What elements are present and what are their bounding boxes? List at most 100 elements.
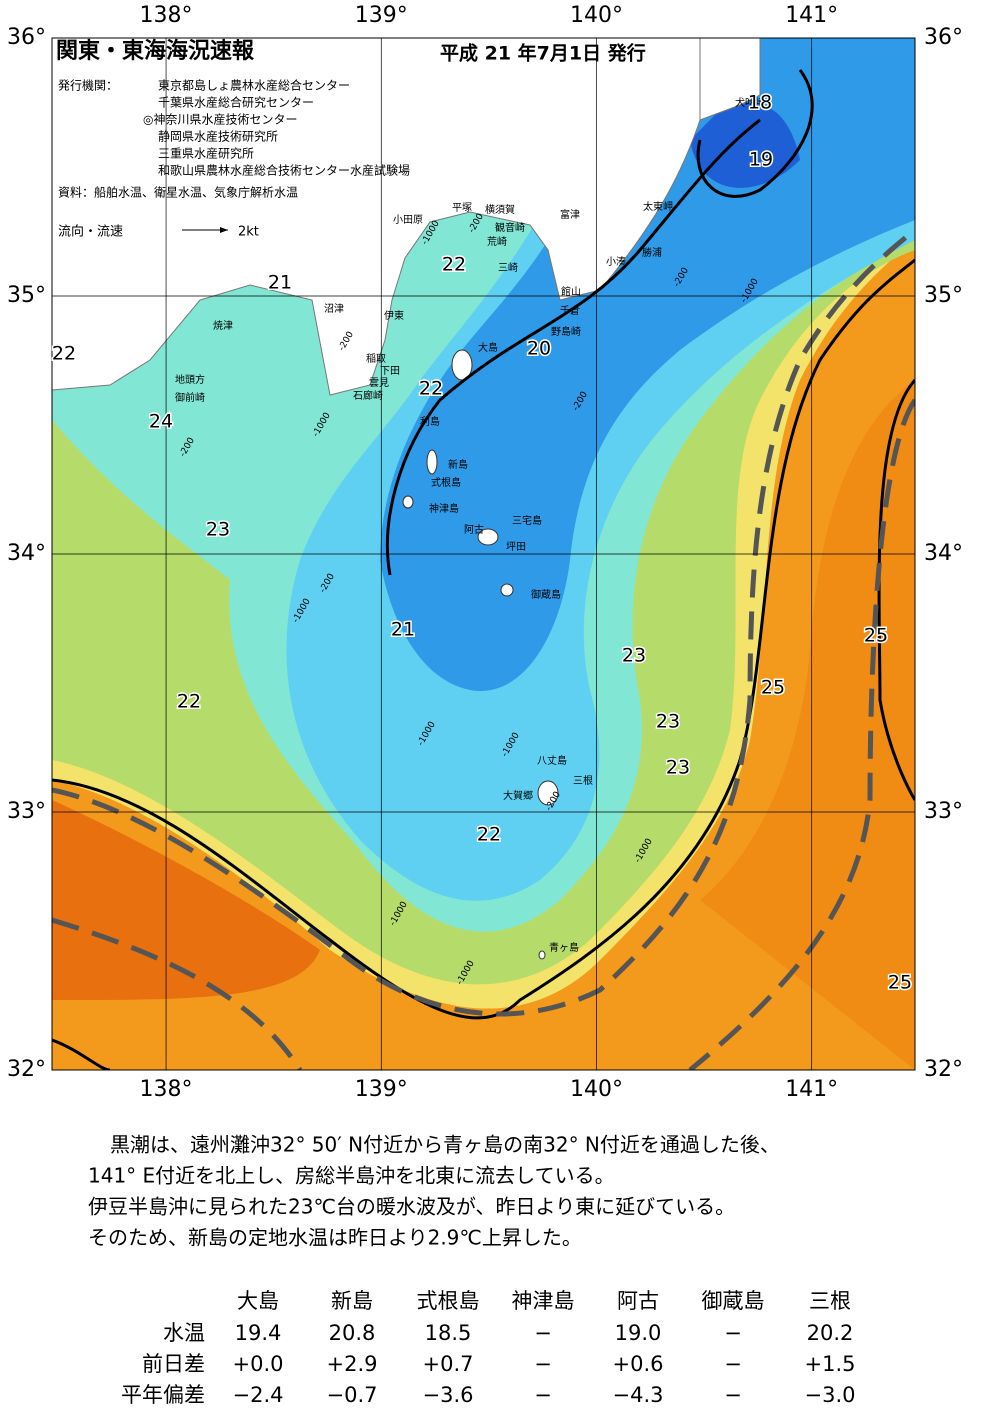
isotherm [696, 69, 814, 198]
isotherm-label: 23 [666, 757, 690, 779]
isotherm [386, 118, 761, 576]
table-cell: 18.5 [425, 1321, 472, 1345]
issuer: 東京都島しょ農林水産総合センター [158, 78, 350, 93]
isotherm-label: 22 [442, 254, 466, 276]
issuer: 和歌山県農林水産総合技術センター水産試験場 [158, 163, 410, 178]
place-name: 荒崎 [487, 235, 507, 248]
lon-label: 140° [570, 3, 623, 28]
isotherm-label: 21 [268, 272, 292, 294]
place-name: 大賀郷 [503, 789, 533, 802]
table-cell: − [724, 1383, 742, 1407]
table-cell: +0.6 [613, 1352, 664, 1376]
table-cell: − [534, 1352, 552, 1376]
isotherm-label: 22 [477, 824, 501, 846]
title: 関東・東海海況速報 [56, 38, 255, 64]
place-name: 雲見 [369, 377, 389, 389]
place-name: 坪田 [506, 540, 526, 553]
isotherm [52, 1038, 111, 1070]
isotherm-label: 24 [149, 411, 173, 433]
land [699, 38, 761, 121]
bulletin-line: 黒潮は、遠州灘沖32° 50′ N付近から青ヶ島の南32° N付近を通過した後、 [110, 1133, 780, 1157]
table-cell: − [724, 1352, 742, 1376]
legend-label: 流向・流速 [58, 224, 123, 240]
warm-zone [700, 380, 915, 1070]
issuer: 千葉県水産総合研究センター [158, 95, 314, 110]
island [477, 528, 499, 546]
isotherm-label: 23 [206, 519, 230, 541]
table-cell: −0.7 [327, 1383, 378, 1407]
isotherm-label: 25 [864, 625, 888, 647]
place-name: 千倉 [560, 304, 580, 317]
issuer: ◎神奈川県水産技術センター [143, 112, 297, 127]
bulletin-line: そのため、新島の定地水温は昨日より2.9℃上昇した。 [88, 1226, 582, 1250]
temp-19-zone [380, 38, 915, 692]
place-name: 野島崎 [551, 325, 581, 338]
table-cell: − [534, 1383, 552, 1407]
warm-core [52, 800, 320, 1000]
lon-label: 140° [570, 1077, 623, 1102]
temp-18-zone [690, 102, 800, 188]
place-name: 勝浦 [642, 246, 662, 259]
lat-label: 35° [924, 283, 963, 308]
island [538, 950, 546, 960]
place-name: 青ヶ島 [549, 941, 579, 954]
place-name: 三崎 [498, 261, 518, 274]
table-cell: +2.9 [327, 1352, 378, 1376]
table-cell: − [724, 1321, 742, 1345]
place-name: 利島 [420, 415, 440, 428]
place-name: 横須賀 [485, 203, 515, 216]
place-name: 大島 [478, 341, 498, 354]
table-header: 式根島 [417, 1289, 480, 1313]
lon-label: 138° [140, 1077, 193, 1102]
place-name: 御前崎 [175, 391, 205, 404]
lon-label: 138° [140, 3, 193, 28]
place-name: 富津 [560, 208, 580, 221]
lat-label: 32° [924, 1057, 963, 1082]
place-name: 阿古 [464, 523, 484, 536]
issuer-label: 発行機関： [58, 78, 118, 93]
issuer: 静岡県水産技術研究所 [158, 129, 278, 144]
island [402, 495, 414, 509]
table-cell: −2.4 [233, 1383, 284, 1407]
lat-label: 35° [7, 283, 46, 308]
place-name: 地頭方 [175, 373, 205, 386]
table-header: 神津島 [512, 1289, 575, 1313]
isotherm-label: 25 [888, 972, 912, 994]
isotherm-label: 18 [748, 92, 772, 114]
lon-label: 141° [785, 1077, 838, 1102]
table-header: 大島 [237, 1289, 279, 1313]
legend-arrowhead [220, 227, 228, 233]
lat-label: 33° [7, 799, 46, 824]
table-header: 御蔵島 [702, 1289, 765, 1313]
place-name: 小湊 [606, 255, 626, 268]
place-name: 御蔵島 [531, 588, 561, 601]
island [500, 583, 514, 597]
place-name: 神津島 [429, 502, 459, 515]
place-name: 犬吠埼 [735, 96, 765, 109]
isotherm-label: 23 [622, 645, 646, 667]
lat-label: 36° [7, 25, 46, 50]
isotherm-label: 21 [391, 619, 415, 641]
isotherm-label: 20 [527, 338, 551, 360]
table-cell: +0.0 [233, 1352, 284, 1376]
isotherm-label: 25 [761, 677, 785, 699]
map-frame [51, 37, 916, 1071]
place-name: 式根島 [431, 476, 461, 489]
table-cell: − [534, 1321, 552, 1345]
place-name: 沼津 [324, 302, 344, 315]
source: 資料：船舶水温、衛星水温、気象庁解析水温 [58, 185, 298, 200]
isotherm-label: 22 [419, 378, 443, 400]
table-cell: −3.6 [423, 1383, 474, 1407]
isotherm [52, 258, 915, 1020]
table-cell: 19.0 [615, 1321, 662, 1345]
row-label: 水温 [163, 1321, 205, 1345]
lat-label: 36° [924, 25, 963, 50]
legend-speed: 2kt [238, 225, 259, 240]
isotherm-label: 23 [656, 711, 680, 733]
row-label: 平年偏差 [121, 1383, 205, 1407]
island [426, 449, 438, 475]
place-name: 館山 [561, 285, 581, 298]
lon-label: 141° [785, 3, 838, 28]
